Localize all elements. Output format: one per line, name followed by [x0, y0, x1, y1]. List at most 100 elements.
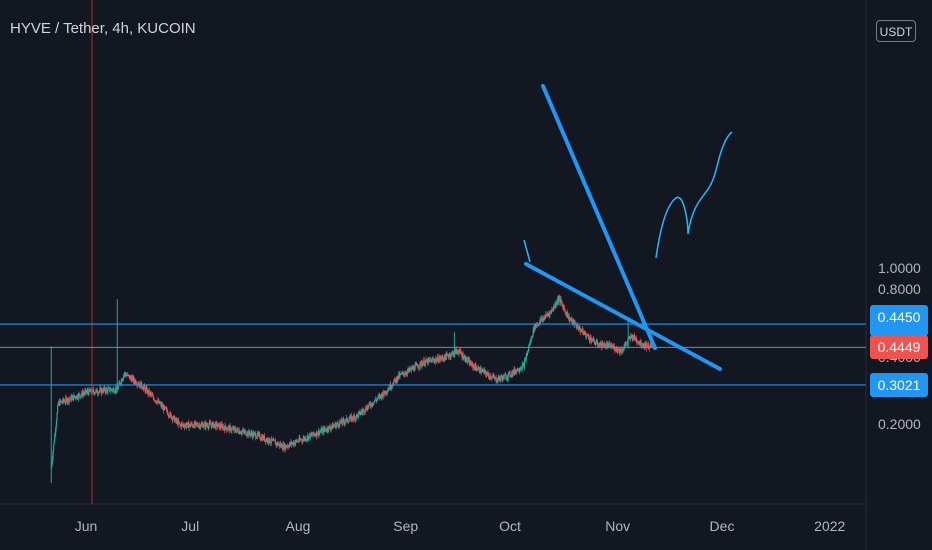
candle-body: [190, 425, 192, 427]
candle-body: [291, 441, 293, 445]
candle-body: [420, 361, 422, 363]
level-price-tag: 0.3021: [870, 372, 928, 397]
candle-body: [382, 395, 384, 398]
candle-body: [200, 424, 202, 427]
candle-body: [368, 402, 370, 406]
candle-body: [306, 438, 308, 440]
candle-body: [650, 344, 652, 346]
candle-body: [614, 350, 617, 351]
candle-body: [597, 345, 599, 347]
candle-body: [579, 327, 581, 330]
candle-body: [207, 425, 209, 428]
candle-body: [187, 422, 190, 428]
candle-body: [577, 325, 579, 329]
candle-body: [358, 411, 360, 414]
candle-body: [481, 370, 483, 373]
candle-body: [199, 424, 201, 428]
candle-body: [109, 390, 111, 392]
candle-body: [517, 368, 519, 372]
candle-body: [460, 351, 462, 354]
candle-body: [575, 324, 577, 327]
candle-body: [390, 383, 392, 389]
resistance-trendline[interactable]: [541, 84, 657, 350]
candle-body: [304, 437, 307, 441]
candle-body: [236, 430, 238, 433]
candle-body: [440, 358, 442, 360]
candle-body: [447, 354, 449, 357]
candle-body: [592, 337, 595, 339]
candle-body: [519, 369, 521, 372]
candle-body: [152, 395, 154, 398]
candle-body: [353, 415, 355, 420]
candle-body: [356, 414, 358, 416]
candle-body: [438, 358, 440, 362]
candle-body: [491, 376, 493, 379]
candle-body: [365, 407, 367, 410]
candle-body: [363, 409, 365, 413]
candle-body: [332, 425, 334, 429]
candle-body: [424, 361, 427, 365]
candle-body: [406, 373, 408, 375]
candle-body: [599, 344, 601, 345]
candle-body: [405, 373, 407, 374]
candle-body: [351, 416, 354, 419]
candle-body: [165, 407, 167, 409]
candle-body: [237, 428, 239, 431]
candle-body: [595, 341, 597, 344]
candle-body: [158, 400, 161, 405]
candle-body: [168, 415, 170, 417]
projected-price-path[interactable]: [655, 131, 733, 259]
candle-body: [475, 364, 477, 368]
candle-body: [216, 423, 218, 428]
candle-body: [445, 353, 447, 360]
candle-body: [613, 346, 615, 351]
candle-body: [325, 430, 327, 432]
candle-body: [174, 416, 176, 423]
candle-body: [327, 430, 329, 432]
candle-body: [552, 307, 555, 311]
candle-body: [501, 376, 503, 378]
candle-body: [429, 359, 431, 361]
time-axis-tick: Dec: [709, 518, 735, 534]
candle-body: [345, 418, 347, 422]
candle-body: [253, 433, 255, 437]
candle-body: [114, 391, 116, 393]
candle-body: [523, 360, 526, 369]
currency-unit-badge[interactable]: USDT: [876, 20, 916, 42]
support-trendline[interactable]: [524, 262, 722, 371]
candle-body: [310, 433, 312, 435]
candle-body: [335, 424, 337, 428]
candle-body: [302, 439, 304, 442]
candle-body: [172, 418, 174, 421]
candle-body: [478, 367, 480, 372]
candle-body: [470, 361, 472, 365]
candle-body: [615, 347, 618, 351]
candle-body: [295, 440, 297, 442]
candle-body: [399, 373, 401, 377]
candle-body: [52, 451, 54, 459]
candle-body: [528, 344, 530, 348]
candle-body: [215, 422, 217, 428]
candle-body: [96, 388, 98, 393]
candle-body: [325, 429, 327, 431]
candle-body: [270, 442, 272, 444]
candle-body: [500, 377, 502, 380]
candle-body: [65, 397, 67, 399]
candle-body: [622, 349, 625, 351]
candle-body: [179, 422, 181, 425]
candle-body: [519, 369, 522, 371]
candle-body: [460, 353, 462, 355]
candle-body: [466, 357, 468, 362]
candle-body: [404, 374, 406, 376]
candle-body: [249, 433, 252, 436]
candle-body: [271, 438, 273, 441]
candle-body: [106, 388, 108, 390]
candle-body: [343, 419, 345, 422]
candle-body: [257, 432, 259, 435]
candle-body: [215, 422, 217, 424]
candle-body: [496, 381, 498, 383]
candle-body: [297, 441, 300, 443]
drawings-layer: [0, 0, 866, 504]
candle-body: [529, 340, 531, 346]
